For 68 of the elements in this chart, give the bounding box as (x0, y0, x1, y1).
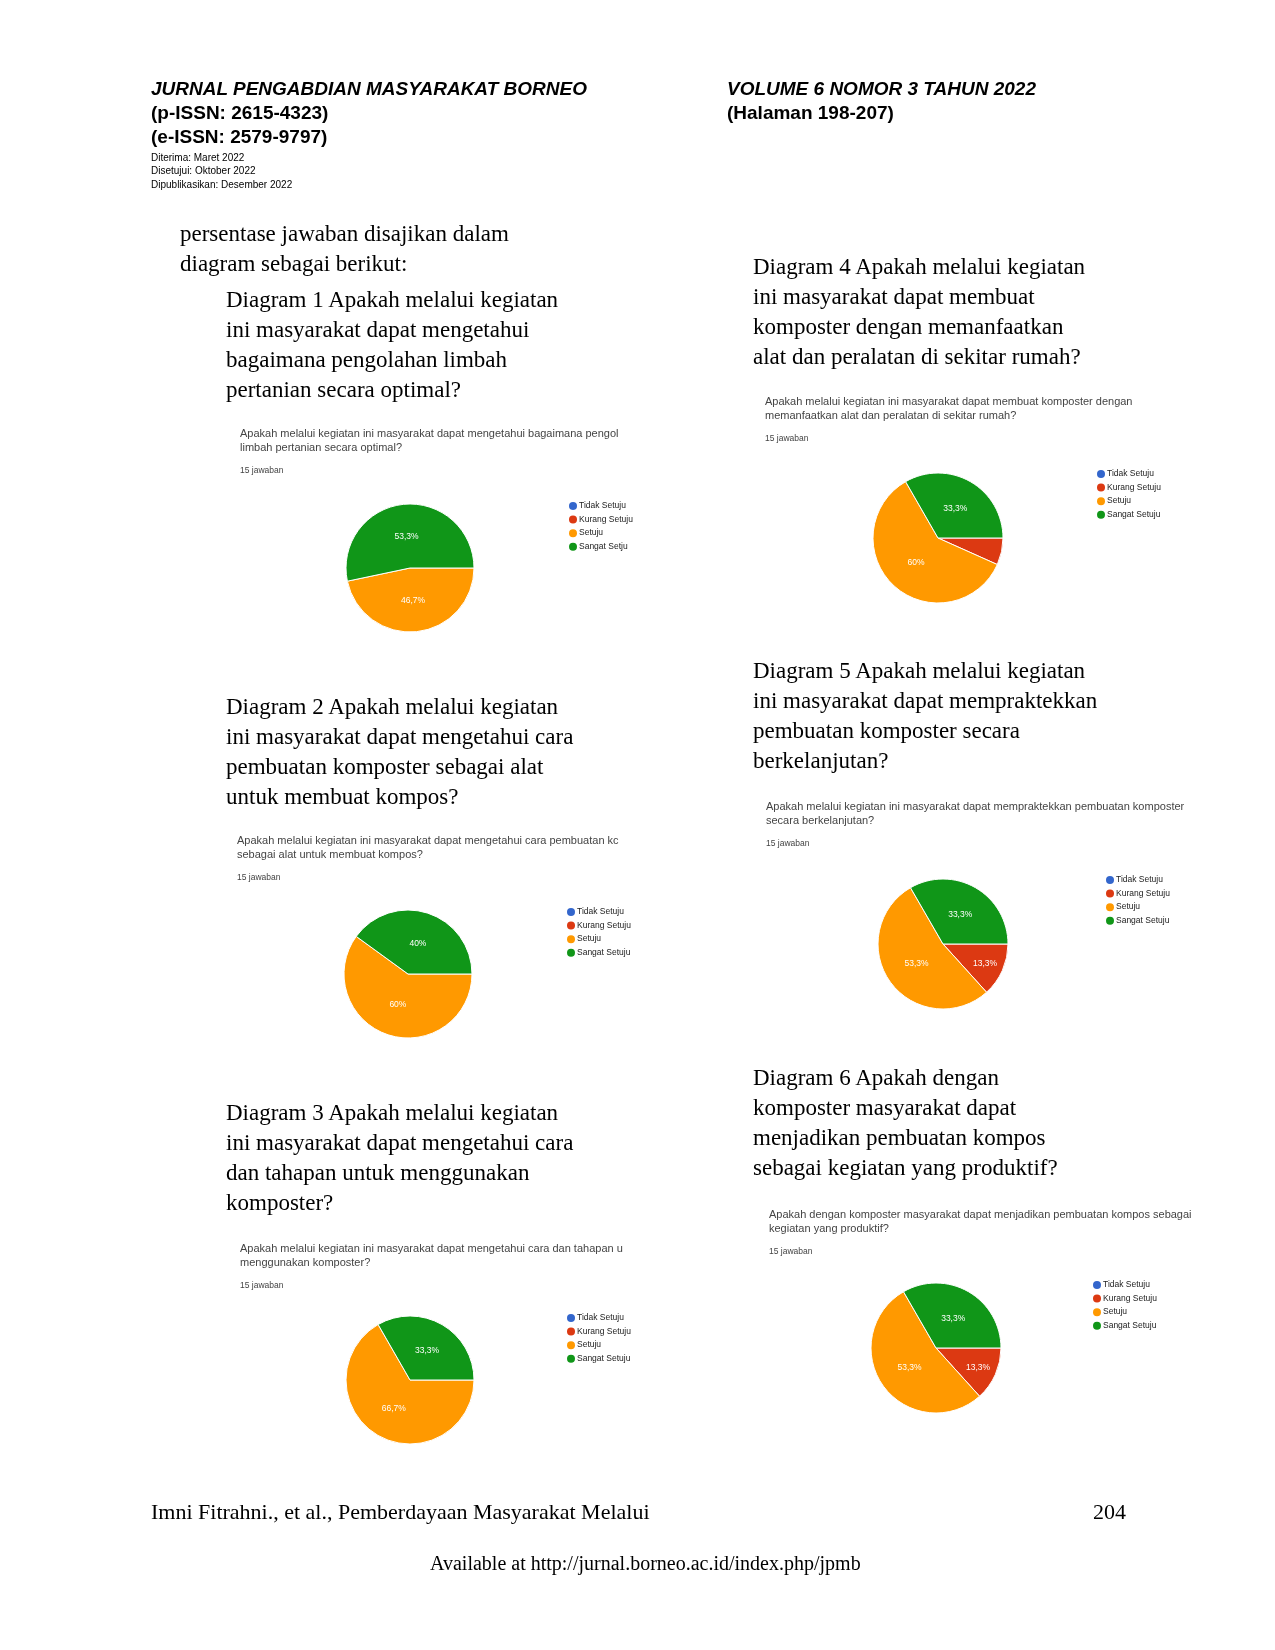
legend-label: Sangat Setuju (577, 946, 631, 957)
legend-label: Kurang Setuju (1103, 1292, 1158, 1303)
legend-label: Tidak Setuju (1107, 468, 1155, 479)
legend-label: Setuju (579, 527, 604, 538)
data-label: 13,3% (965, 1361, 991, 1372)
legend-label: Tidak Setuju (1103, 1279, 1151, 1290)
chart-title: Apakah melalui kegiatan ini masyarakat dapat membuat komposter dengan memanfaatkan alat dan peralatan di sekitar rumah? (765, 395, 1133, 422)
text: (p-ISSN: 2615-4323) (151, 102, 329, 123)
chart-title: Apakah melalui kegiatan ini masyarakat dapat mempraktekkan pembuatan komposter secara berkelanjutan? (766, 800, 1185, 827)
legend-label: Tidak Setuju (577, 906, 625, 917)
legend-label: Tidak Setuju (577, 1312, 625, 1323)
data-label: 46,7% (401, 594, 426, 605)
legend-label: Setuju (1103, 1306, 1128, 1317)
text: persentase jawaban disajikan dalam diagram sebagai berikut: (180, 221, 510, 276)
legend-label: Kurang Setuju (1107, 481, 1162, 492)
data-label: 33,3% (941, 1312, 966, 1323)
data-label: 60% (389, 999, 407, 1010)
text: 204 (1093, 1499, 1126, 1524)
legend-label: Sangat Setuju (1107, 508, 1161, 519)
text: JURNAL PENGABDIAN MASYARAKAT BORNEO (151, 78, 588, 99)
data-label: 33,3% (948, 908, 973, 919)
legend-label: Setuju (577, 933, 602, 944)
text: Imni Fitrahni., et al., Pemberdayaan Masyarakat Melalui (151, 1499, 650, 1524)
chart-title: Apakah dengan komposter masyarakat dapat menjadikan pembuatan kompos sebagai kegiatan yang produktif? (769, 1208, 1192, 1235)
legend-label: Tidak Setuju (579, 500, 627, 511)
text: Diagram 2 Apakah melalui kegiatan ini masyarakat dapat mengetahui cara pembuatan komposter sebagai alat untuk membuat kompos? (226, 694, 574, 809)
text: 15 jawaban (769, 1246, 813, 1256)
legend-label: Kurang Setuju (577, 919, 632, 930)
legend-label: Sangat Setuju (1103, 1319, 1157, 1330)
chart-title: Apakah melalui kegiatan ini masyarakat dapat mengetahui cara dan tahapan u menggunakan komposter? (240, 1242, 623, 1269)
text: (Halaman 198-207) (727, 102, 894, 123)
legend-label: Kurang Setuju (577, 1325, 632, 1336)
text: Available at http://jurnal.borneo.ac.id/index.php/jpmb (430, 1552, 861, 1575)
legend-label: Kurang Setuju (579, 513, 634, 524)
data-label: 53,3% (897, 1362, 922, 1373)
text: (e-ISSN: 2579-9797) (151, 126, 328, 147)
text: Dipublikasikan: Desember 2022 (151, 179, 293, 190)
data-label: 40% (409, 937, 427, 948)
legend-label: Sangat Setuju (1116, 914, 1170, 925)
text: Diagram 4 Apakah melalui kegiatan ini masyarakat dapat membuat komposter dengan memanfaatkan alat dan peralatan di sekitar rumah? (753, 254, 1086, 369)
text: Diagram 1 Apakah melalui kegiatan ini masyarakat dapat mengetahui bagaimana pengolahan limbah pertanian secara optimal? (226, 287, 559, 402)
data-label: 13,3% (972, 957, 998, 968)
text: 15 jawaban (240, 465, 284, 475)
legend-label: Sangat Setuju (577, 1352, 631, 1363)
text: 15 jawaban (765, 433, 809, 443)
legend-label: Setuju (1107, 495, 1132, 506)
legend-label: Tidak Setuju (1116, 874, 1164, 885)
text: Diagram 6 Apakah dengan komposter masyarakat dapat menjadikan pembuatan kompos sebagai kegiatan yang produktif? (753, 1065, 1058, 1180)
data-label: 33,3% (943, 502, 968, 513)
text: 15 jawaban (240, 1280, 284, 1290)
data-label: 53,3% (904, 958, 929, 969)
text: 15 jawaban (237, 872, 281, 882)
legend-label: Setuju (577, 1339, 602, 1350)
data-label: 33,3% (414, 1345, 440, 1356)
legend-label: Sangat Setju (579, 540, 628, 551)
legend-label: Kurang Setuju (1116, 887, 1171, 898)
data-label: 66,7% (381, 1402, 407, 1413)
text: Diagram 3 Apakah melalui kegiatan ini masyarakat dapat mengetahui cara dan tahapan untuk menggunakan komposter? (226, 1100, 574, 1215)
text: Diagram 5 Apakah melalui kegiatan ini masyarakat dapat mempraktekkan pembuatan komposter secara berkelanjutan? (753, 658, 1098, 773)
text: Disetujui: Oktober 2022 (151, 165, 256, 176)
chart-title: Apakah melalui kegiatan ini masyarakat dapat mengetahui bagaimana pengol limbah pertanian secara optimal? (240, 427, 619, 454)
legend-label: Setuju (1116, 901, 1141, 912)
chart-title: Apakah melalui kegiatan ini masyarakat dapat mengetahui cara pembuatan kc sebagai alat untuk membuat kompos? (237, 834, 620, 861)
text: 15 jawaban (766, 838, 810, 848)
data-label: 60% (907, 557, 925, 568)
data-label: 53,3% (394, 531, 419, 542)
text: VOLUME 6 NOMOR 3 TAHUN 2022 (727, 78, 1037, 99)
text: Diterima: Maret 2022 (151, 152, 245, 163)
